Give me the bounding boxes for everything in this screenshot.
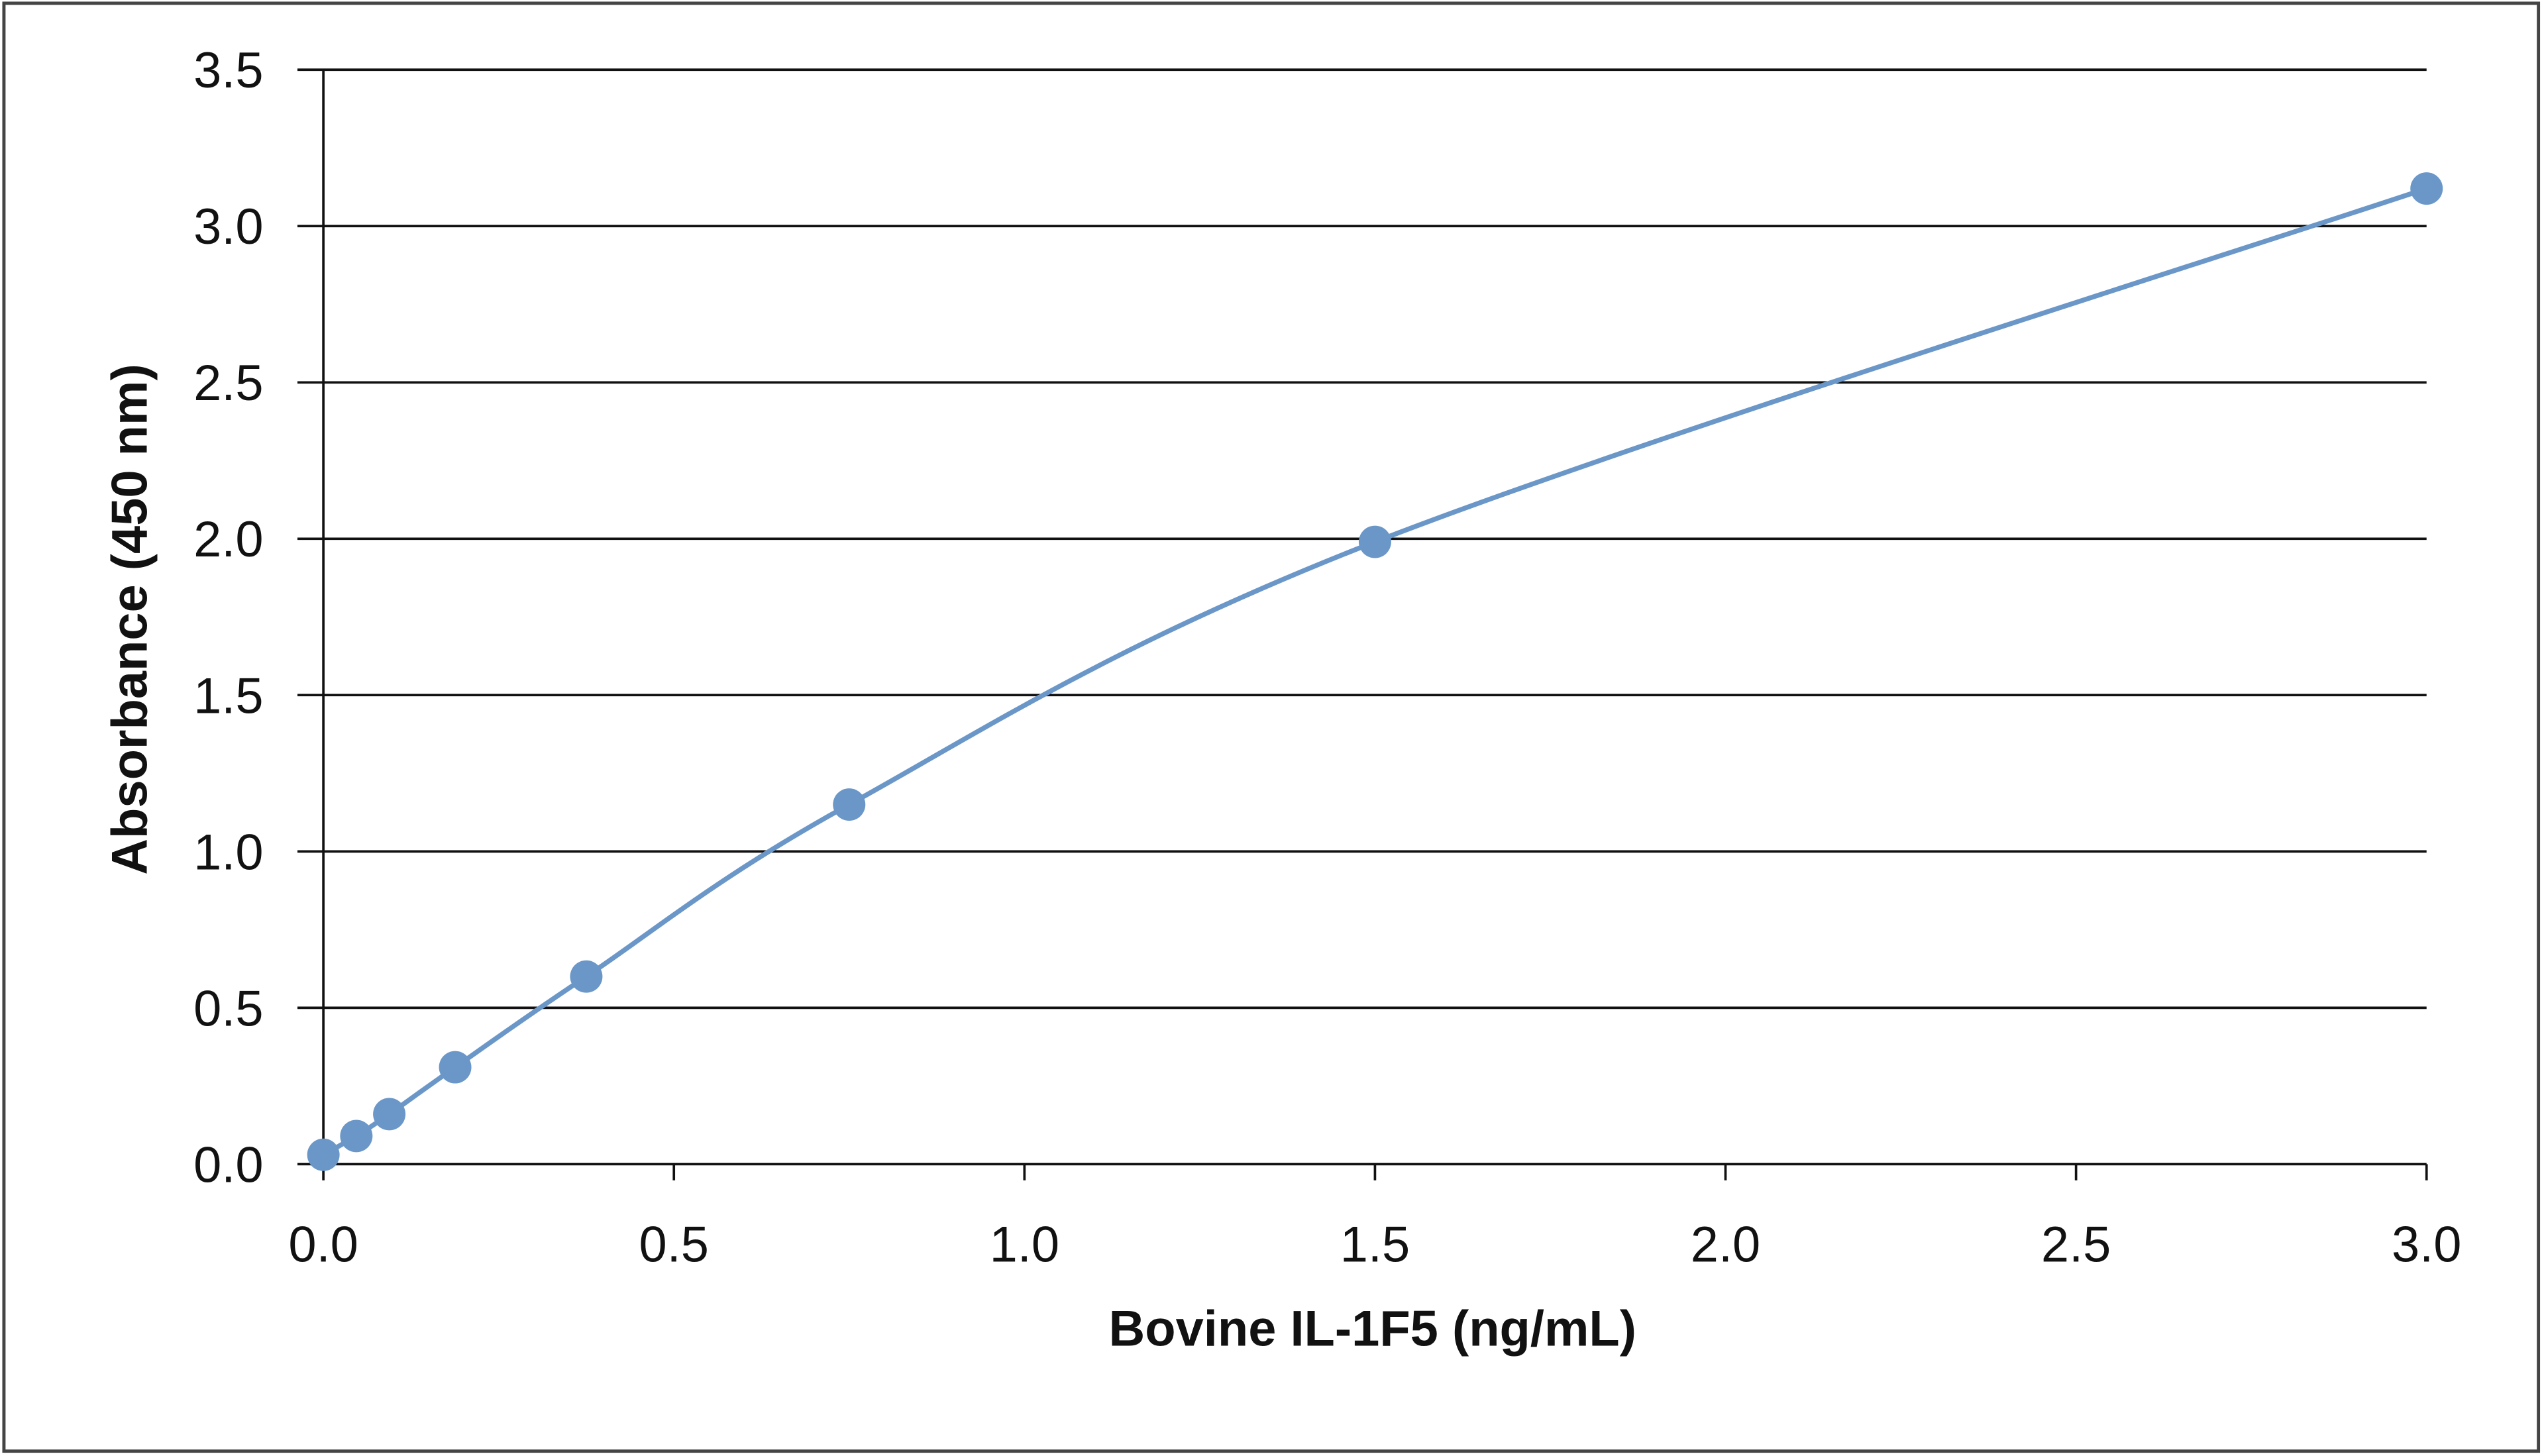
- x-axis-title: Bovine IL-1F5 (ng/mL): [1108, 1301, 1636, 1357]
- y-tick-label: 2.5: [193, 355, 263, 411]
- y-tick-label: 0.5: [193, 980, 263, 1037]
- y-tick-label: 3.0: [193, 199, 263, 255]
- y-tick-label: 1.0: [193, 824, 263, 880]
- data-point: [1358, 525, 1391, 558]
- x-tick-label: 3.0: [2392, 1216, 2461, 1273]
- x-tick-label: 2.0: [1691, 1216, 1760, 1273]
- data-point: [373, 1098, 406, 1131]
- y-tick-label: 3.5: [193, 42, 263, 99]
- data-point: [570, 960, 603, 993]
- x-tick-label: 0.0: [288, 1216, 358, 1273]
- x-tick-label: 1.0: [990, 1216, 1059, 1273]
- data-point: [833, 788, 866, 821]
- y-tick-label: 1.5: [193, 668, 263, 724]
- x-tick-label: 0.5: [639, 1216, 708, 1273]
- y-tick-label: 0.0: [193, 1137, 263, 1193]
- x-tick-label: 2.5: [2041, 1216, 2111, 1273]
- data-point: [439, 1051, 472, 1084]
- data-point: [340, 1119, 373, 1153]
- y-tick-label: 2.0: [193, 511, 263, 568]
- y-axis-title: Absorbance (450 nm): [101, 364, 158, 874]
- data-point: [307, 1138, 340, 1171]
- data-point: [2410, 172, 2443, 205]
- x-tick-label: 1.5: [1340, 1216, 1410, 1273]
